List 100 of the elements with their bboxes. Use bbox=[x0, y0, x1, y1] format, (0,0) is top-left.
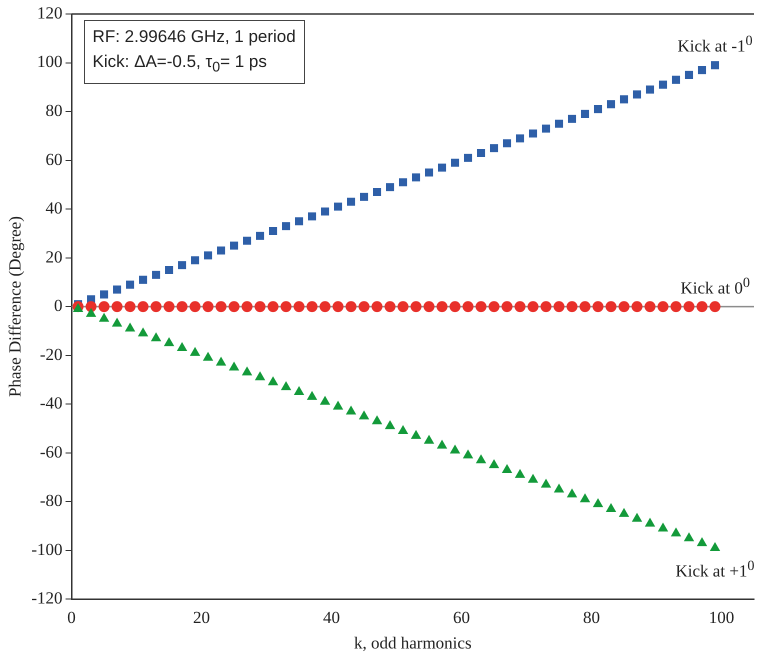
point bbox=[334, 202, 342, 211]
y-tick-label: -60 bbox=[40, 442, 63, 462]
point bbox=[620, 95, 628, 104]
y-tick-label: 20 bbox=[46, 247, 63, 266]
point bbox=[528, 474, 538, 483]
point bbox=[385, 420, 395, 430]
y-tick-label: 120 bbox=[37, 3, 63, 22]
point bbox=[476, 148, 486, 158]
point bbox=[254, 301, 266, 312]
y-tick-label: 80 bbox=[46, 101, 63, 120]
point bbox=[514, 301, 526, 312]
point bbox=[216, 301, 227, 312]
point bbox=[710, 301, 721, 312]
point bbox=[424, 168, 434, 177]
point bbox=[282, 222, 290, 230]
point bbox=[178, 261, 186, 270]
point bbox=[295, 217, 304, 226]
point bbox=[268, 301, 279, 312]
y-tick-label: 40 bbox=[46, 198, 63, 218]
point bbox=[658, 301, 669, 312]
point bbox=[125, 323, 135, 332]
point bbox=[696, 301, 708, 312]
point bbox=[203, 352, 213, 361]
point bbox=[698, 66, 706, 74]
point bbox=[398, 301, 409, 312]
point bbox=[86, 308, 96, 317]
y-tick-label: 60 bbox=[46, 150, 63, 169]
point bbox=[294, 386, 304, 395]
point bbox=[190, 301, 201, 312]
x-tick-label: 100 bbox=[708, 608, 734, 627]
point bbox=[138, 328, 148, 336]
point bbox=[412, 173, 420, 182]
point bbox=[580, 301, 591, 312]
point bbox=[176, 301, 188, 312]
point bbox=[333, 401, 343, 410]
point bbox=[619, 508, 629, 517]
point bbox=[567, 488, 577, 498]
point bbox=[243, 236, 252, 245]
point bbox=[606, 100, 616, 108]
point bbox=[450, 301, 461, 312]
point bbox=[646, 86, 654, 94]
point bbox=[566, 301, 578, 312]
y-tick-label: -80 bbox=[40, 491, 63, 510]
point bbox=[86, 301, 97, 312]
point bbox=[308, 212, 316, 220]
point bbox=[684, 70, 694, 79]
point bbox=[138, 301, 149, 312]
point bbox=[502, 301, 513, 312]
point bbox=[202, 301, 214, 312]
point bbox=[658, 522, 668, 532]
point bbox=[372, 301, 383, 312]
x-tick-label: 80 bbox=[583, 608, 600, 627]
point bbox=[438, 164, 446, 172]
point bbox=[710, 542, 720, 551]
point bbox=[139, 276, 148, 284]
point bbox=[488, 301, 500, 312]
point bbox=[152, 270, 160, 279]
point bbox=[358, 301, 370, 312]
point bbox=[594, 105, 602, 114]
point bbox=[684, 532, 694, 542]
series-label: Kick at -1$^{0}$ bbox=[678, 33, 753, 57]
point bbox=[436, 301, 448, 312]
point bbox=[255, 372, 265, 380]
point bbox=[632, 90, 642, 98]
point bbox=[528, 129, 538, 138]
point bbox=[515, 469, 525, 478]
point bbox=[410, 301, 422, 312]
point bbox=[516, 134, 524, 142]
point bbox=[346, 301, 357, 312]
point bbox=[606, 503, 616, 512]
point bbox=[411, 430, 421, 439]
x-axis-title: k, odd harmonics bbox=[354, 633, 472, 652]
point bbox=[554, 301, 565, 312]
point bbox=[476, 301, 487, 312]
point bbox=[386, 183, 394, 192]
point bbox=[644, 301, 656, 312]
x-tick-label: 20 bbox=[193, 608, 210, 627]
point bbox=[268, 376, 278, 386]
point bbox=[280, 301, 292, 312]
point bbox=[165, 266, 174, 274]
point bbox=[191, 256, 200, 264]
point bbox=[99, 313, 109, 322]
point bbox=[697, 538, 707, 546]
point bbox=[398, 425, 408, 434]
point bbox=[112, 301, 123, 312]
point bbox=[450, 158, 460, 167]
x-tick-label: 0 bbox=[67, 608, 76, 627]
x-tick-label: 60 bbox=[453, 608, 470, 627]
point bbox=[554, 484, 564, 492]
y-axis-title: Phase Difference (Degree) bbox=[6, 216, 25, 398]
point bbox=[360, 192, 368, 201]
point bbox=[554, 120, 564, 128]
point bbox=[307, 391, 317, 400]
point bbox=[528, 301, 539, 312]
point bbox=[98, 301, 110, 312]
point bbox=[384, 301, 396, 312]
point bbox=[606, 301, 617, 312]
point bbox=[346, 406, 356, 414]
point bbox=[542, 124, 550, 133]
point bbox=[281, 382, 291, 390]
